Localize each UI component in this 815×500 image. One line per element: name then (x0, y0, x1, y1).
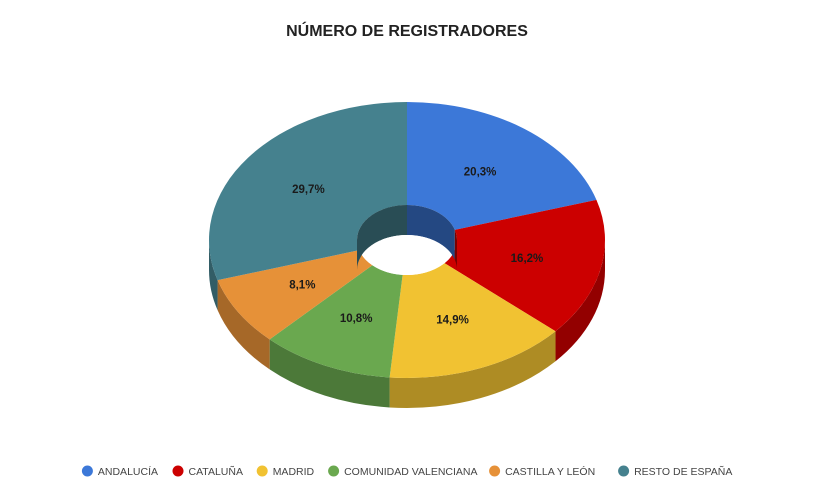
slice-label-cataluna: 16,2% (511, 253, 544, 265)
chart-title: NÚMERO DE REGISTRADORES (286, 21, 528, 40)
slice-madrid (389, 263, 556, 379)
legend-label: CASTILLA Y LEÓN (505, 465, 595, 478)
legend-item-comunidad-valenciana: COMUNIDAD VALENCIANA (328, 465, 478, 478)
donut-hole (357, 205, 457, 275)
legend-label: ANDALUCÍA (98, 465, 158, 478)
slice-castilla-y-leon (217, 250, 373, 340)
slice-label-resto-de-espana: 29,7% (292, 184, 325, 196)
slice-side-comunidad-valenciana (269, 339, 390, 408)
legend-marker (81, 465, 93, 477)
legend-marker (489, 465, 501, 477)
slice-inner-wall-andalucia (407, 205, 455, 260)
slice-label-andalucia: 20,3% (464, 166, 497, 178)
slice-labels: 20,3% 16,2% 14,9% 10,8% 8,1% 29,7% (289, 166, 543, 326)
legend-item-cataluna: CATALUÑA (172, 465, 243, 478)
legend: ANDALUCÍA CATALUÑA MADRID COMUNIDAD VALENCI… (81, 465, 732, 478)
legend-label: CATALUÑA (189, 465, 243, 478)
donut-slices (208, 102, 606, 379)
slice-label-castilla-y-leon: 8,1% (289, 280, 315, 292)
slice-label-madrid: 14,9% (436, 314, 469, 326)
donut-side-walls (209, 240, 605, 408)
legend-label: RESTO DE ESPAÑA (634, 465, 732, 478)
slice-andalucia (407, 102, 597, 230)
slice-side-castilla-y-leon (217, 280, 270, 370)
legend-item-castilla-y-leon: CASTILLA Y LEÓN (489, 465, 595, 478)
slice-cataluna (444, 199, 606, 332)
legend-item-andalucia: ANDALUCÍA (81, 465, 158, 478)
slice-side-resto-de-espana (209, 240, 218, 311)
slice-comunidad-valenciana (269, 265, 403, 378)
slice-inner-wall-resto-de-espana (357, 205, 407, 270)
slice-label-comunidad-valenciana: 10,8% (340, 313, 373, 325)
legend-marker (172, 465, 184, 477)
donut-hole-floor (357, 235, 457, 275)
slice-resto-de-espana (208, 102, 407, 281)
legend-marker (328, 465, 340, 477)
legend-marker (256, 465, 268, 477)
slice-inner-wall-cataluna (454, 229, 457, 270)
legend-item-madrid: MADRID (256, 465, 315, 478)
slice-side-cataluna (555, 240, 605, 362)
legend-marker (618, 465, 630, 477)
legend-item-resto-de-espana: RESTO DE ESPAÑA (618, 465, 732, 478)
legend-label: COMUNIDAD VALENCIANA (344, 466, 477, 478)
legend-label: MADRID (273, 466, 315, 478)
slice-side-madrid (389, 331, 556, 408)
